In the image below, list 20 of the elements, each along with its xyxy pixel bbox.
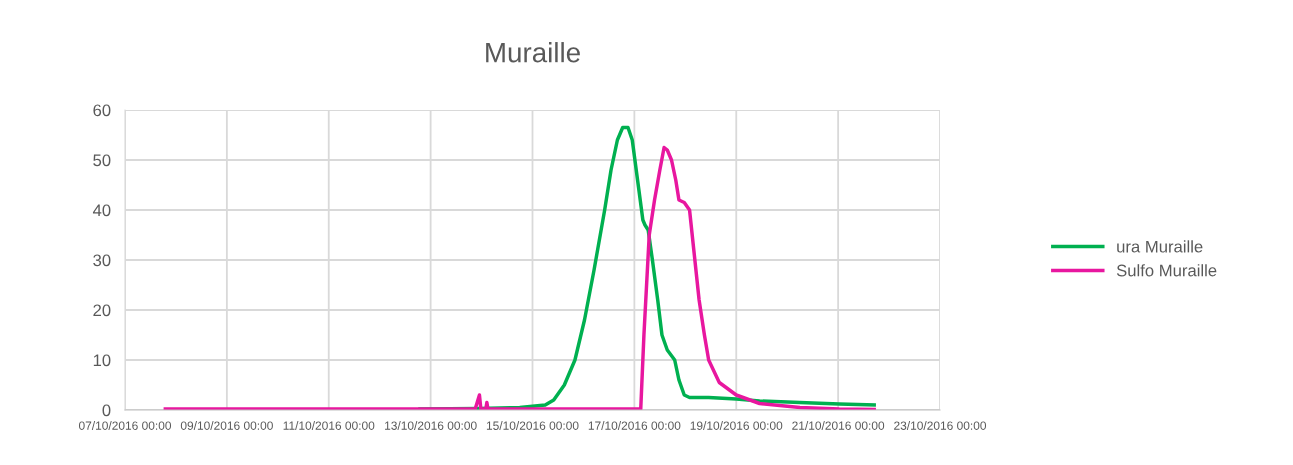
x-tick-label: 09/10/2016 00:00	[180, 421, 273, 430]
x-tick-label: 15/10/2016 00:00	[486, 421, 579, 430]
x-tick-label: 11/10/2016 00:00	[283, 421, 375, 430]
line-series	[163, 145, 876, 410]
y-tick-label: 40	[92, 204, 111, 217]
y-tick-label: 50	[93, 154, 111, 167]
legend-label: Sulfo Muraille	[1116, 264, 1217, 277]
x-tick-label: 23/10/2016 00:00	[894, 421, 987, 430]
x-tick-label: 17/10/2016 00:00	[588, 421, 681, 430]
chart-title: Muraille	[486, 42, 580, 63]
x-tick-label: 19/10/2016 00:00	[690, 421, 783, 430]
y-tick-label: 30	[93, 254, 111, 267]
x-tick-label: 21/10/2016 00:00	[792, 421, 885, 430]
x-tick-label: 13/10/2016 00:00	[385, 421, 477, 430]
y-tick-label: 60	[93, 104, 111, 117]
y-tick-label: 20	[93, 304, 111, 317]
y-tick-label: 0	[102, 404, 111, 417]
y-tick-label: 10	[93, 354, 111, 367]
legend-label: ura Muraille	[1117, 240, 1203, 253]
x-tick-label: 07/10/2016 00:00	[78, 421, 172, 430]
